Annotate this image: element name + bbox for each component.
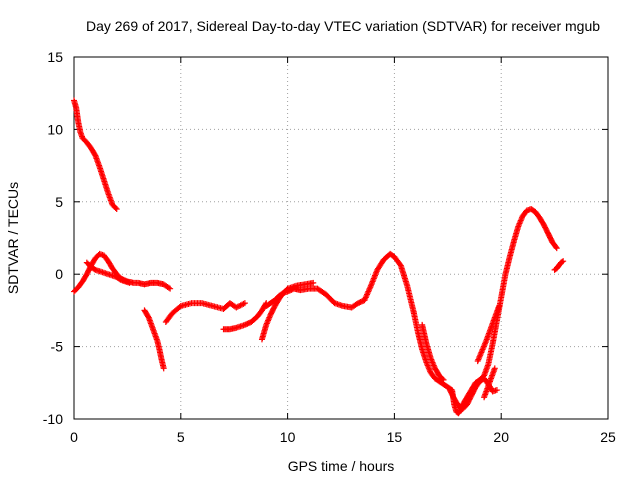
data-point — [491, 365, 498, 372]
data-point — [440, 376, 447, 383]
x-tick-label: 5 — [177, 429, 185, 445]
data-point — [91, 151, 98, 158]
axis-ticks: 0 5 10 15 20 25 -10 -5 0 5 10 15 — [43, 49, 616, 445]
y-axis-label: SDTVAR / TECUs — [5, 182, 21, 294]
y-tick-label: 15 — [47, 49, 63, 65]
data-point — [165, 284, 172, 291]
data-point — [553, 245, 560, 252]
series-seg8 — [263, 279, 317, 310]
series-seg14 — [551, 258, 567, 273]
data-point — [559, 258, 566, 265]
series-seg9 — [410, 206, 560, 417]
x-axis-label: GPS time / hours — [288, 458, 395, 474]
data-point — [145, 313, 152, 320]
series-seg10 — [419, 321, 447, 383]
data-points — [71, 97, 567, 417]
data-point — [560, 258, 567, 265]
x-tick-label: 20 — [493, 429, 509, 445]
data-point — [167, 285, 174, 292]
plot-frame — [73, 56, 609, 420]
data-point — [310, 279, 317, 286]
data-point — [439, 375, 446, 382]
data-point — [113, 206, 120, 213]
series-seg6 — [220, 300, 270, 333]
y-tick-label: -10 — [43, 411, 63, 427]
y-tick-label: 0 — [55, 266, 63, 282]
data-point — [126, 279, 133, 286]
series-seg11 — [446, 375, 500, 412]
series-seg12 — [474, 303, 503, 365]
series-seg1 — [71, 97, 120, 213]
y-tick-label: -5 — [51, 339, 64, 355]
series-seg3 — [83, 259, 133, 286]
series-seg5 — [162, 300, 248, 325]
x-tick-label: 0 — [70, 429, 78, 445]
x-tick-label: 10 — [280, 429, 296, 445]
series-seg4 — [141, 307, 167, 372]
data-point — [112, 204, 119, 211]
data-point — [496, 303, 503, 310]
x-tick-label: 15 — [387, 429, 403, 445]
data-point — [552, 243, 559, 250]
x-tick-label: 25 — [600, 429, 616, 445]
grid — [74, 57, 608, 419]
data-point — [241, 300, 248, 307]
series-seg2 — [71, 250, 174, 295]
data-point — [396, 261, 403, 268]
y-tick-label: 10 — [47, 121, 63, 137]
series-seg13 — [481, 365, 498, 401]
chart-title: Day 269 of 2017, Sidereal Day-to-day VTE… — [86, 18, 600, 34]
data-point — [493, 387, 500, 394]
data-point — [160, 365, 167, 372]
y-tick-label: 5 — [55, 194, 63, 210]
